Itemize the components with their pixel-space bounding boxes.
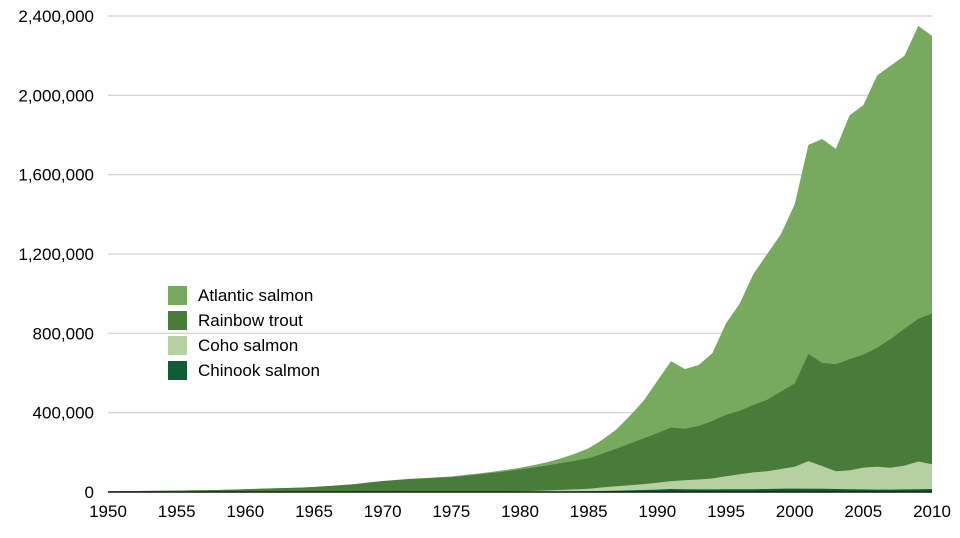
legend-label: Rainbow trout: [198, 311, 303, 330]
x-axis-tick-label: 1970: [364, 502, 402, 521]
legend-swatch-chinook-salmon: [168, 361, 187, 380]
legend-swatch-atlantic-salmon: [168, 286, 187, 305]
legend-item-coho-salmon: Coho salmon: [168, 336, 320, 355]
y-axis-tick-label: 2,400,000: [18, 7, 94, 26]
legend-item-rainbow-trout: Rainbow trout: [168, 311, 320, 330]
legend-label: Atlantic salmon: [198, 286, 314, 305]
x-axis-tick-label: 1950: [89, 502, 127, 521]
x-axis-tick-label: 2000: [776, 502, 814, 521]
y-axis-tick-label: 800,000: [33, 324, 94, 343]
area-rainbow-trout: [108, 313, 932, 492]
legend-item-chinook-salmon: Chinook salmon: [168, 361, 320, 380]
x-axis-tick-label: 1990: [638, 502, 676, 521]
y-axis-tick-label: 2,000,000: [18, 86, 94, 105]
legend-label: Coho salmon: [198, 336, 299, 355]
x-axis-tick-label: 2005: [844, 502, 882, 521]
y-axis-tick-label: 1,600,000: [18, 166, 94, 185]
x-axis-tick-label: 1985: [570, 502, 608, 521]
legend: Atlantic salmon Rainbow trout Coho salmon C…: [168, 286, 320, 380]
x-axis-tick-label: 1995: [707, 502, 745, 521]
y-axis-tick-label: 400,000: [33, 404, 94, 423]
x-axis-tick-label: 1965: [295, 502, 333, 521]
area-chinook-salmon: [108, 488, 932, 492]
x-axis-tick-label: 2010: [913, 502, 951, 521]
legend-swatch-coho-salmon: [168, 336, 187, 355]
x-axis-tick-label: 1955: [158, 502, 196, 521]
area-coho-salmon: [108, 461, 932, 492]
x-axis-tick-label: 1980: [501, 502, 539, 521]
y-axis-tick-label: 0: [85, 483, 94, 502]
area-atlantic-salmon: [108, 25, 932, 493]
y-axis-tick-label: 1,200,000: [18, 245, 94, 264]
x-axis-tick-label: 1960: [226, 502, 264, 521]
x-axis-tick-label: 1975: [432, 502, 470, 521]
legend-swatch-rainbow-trout: [168, 311, 187, 330]
legend-item-atlantic-salmon: Atlantic salmon: [168, 286, 320, 305]
legend-label: Chinook salmon: [198, 361, 320, 380]
